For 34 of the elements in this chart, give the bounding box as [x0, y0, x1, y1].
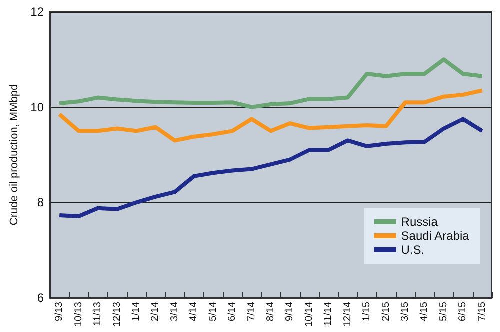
x-tick-label: 11/13: [92, 302, 104, 326]
x-tick-label: 1/14: [130, 302, 142, 322]
x-tick-label: 10/14: [304, 302, 315, 328]
x-tick-label: 4/14: [188, 302, 200, 322]
x-tick-label: 9/13: [54, 302, 66, 322]
x-tick-label: 1/15: [362, 302, 373, 322]
x-tick-label: 4/15: [419, 302, 430, 322]
line-series: [58, 88, 484, 143]
x-tick-label: 3/14: [169, 302, 180, 322]
legend-label: Russia: [401, 215, 438, 229]
x-tick-label: 6/15: [458, 302, 469, 322]
x-tick-label: 9/14: [284, 302, 296, 322]
x-tick-label: 12/13: [112, 302, 123, 328]
x-tick-label: 5/15: [438, 302, 450, 322]
x-tick-label: 6/14: [227, 302, 238, 322]
x-tick-label: 11/14: [323, 302, 334, 326]
x-tick-label: 2/15: [380, 302, 392, 322]
legend-label: Saudi Arabia: [401, 229, 470, 243]
x-tick-label: 8/14: [266, 302, 276, 322]
x-tick-label: 7/15: [476, 302, 488, 322]
legend-label: U.S.: [401, 243, 425, 257]
x-tick-label: 5/14: [208, 302, 219, 322]
y-tick-label: 10: [30, 100, 44, 114]
line-series: [58, 117, 484, 218]
y-axis-title: Crude oil production, MMbpd: [8, 84, 20, 226]
y-tick-label: 6: [37, 291, 44, 305]
x-tick-label: 10/13: [73, 302, 84, 328]
x-tick-label: 12/14: [342, 302, 354, 328]
y-tick-label: 8: [37, 196, 44, 210]
line-series: [58, 58, 484, 110]
x-tick-label: 7/14: [246, 302, 258, 322]
y-tick-label: 12: [30, 5, 44, 19]
x-tick-label: 3/15: [400, 302, 412, 322]
x-tick-label: 2/14: [150, 302, 162, 322]
